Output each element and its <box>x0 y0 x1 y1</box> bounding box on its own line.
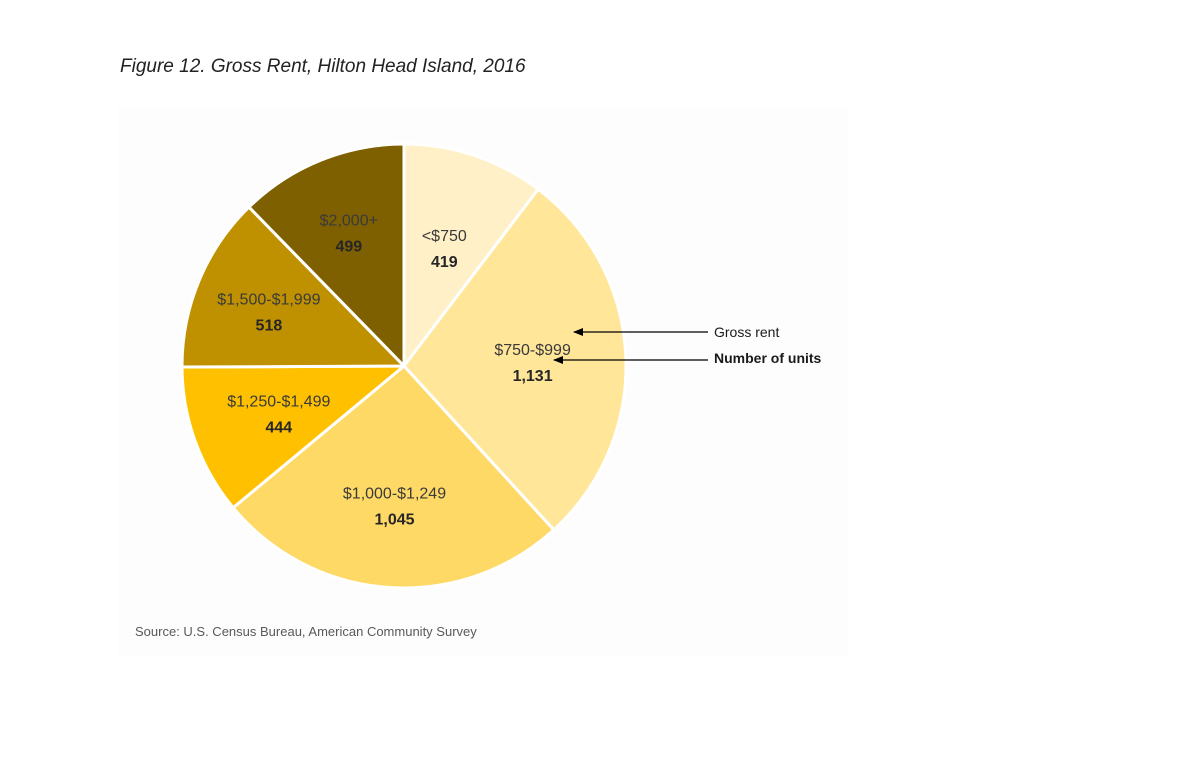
number-of-units-annotation: Number of units <box>714 350 822 366</box>
slice-value-label: 1,131 <box>513 368 553 385</box>
source-note: Source: U.S. Census Bureau, American Com… <box>135 624 477 639</box>
slice-category-label: $2,000+ <box>320 212 378 229</box>
slice-category-label: <$750 <box>422 228 467 245</box>
figure-title: Figure 12. Gross Rent, Hilton Head Islan… <box>120 56 526 77</box>
slice-category-label: $1,000-$1,249 <box>343 485 446 502</box>
pie-slice-1 <box>402 187 628 532</box>
pie-slice-5 <box>247 142 406 368</box>
pie-slice-3 <box>180 364 406 510</box>
slice-category-label: $1,250-$1,499 <box>227 394 330 411</box>
slice-category-label: $750-$999 <box>494 342 571 359</box>
slice-value-label: 1,045 <box>374 511 414 528</box>
slice-value-label: 444 <box>265 420 292 437</box>
slice-value-label: 499 <box>335 238 362 255</box>
gross-rent-annotation: Gross rent <box>714 324 779 340</box>
slice-category-label: $1,500-$1,999 <box>217 291 320 308</box>
pie-slice-0 <box>402 142 540 368</box>
slice-value-label: 518 <box>256 317 283 334</box>
pie-slice-2 <box>231 364 556 590</box>
slice-value-label: 419 <box>431 254 458 271</box>
pie-chart: <$750 419 $750-$999 1,131 $1,000-$1,249 1,045… <box>180 142 822 590</box>
chart-area: <$750 419 $750-$999 1,131 $1,000-$1,249 1,045… <box>118 108 848 656</box>
pie-slice-4 <box>180 205 406 369</box>
